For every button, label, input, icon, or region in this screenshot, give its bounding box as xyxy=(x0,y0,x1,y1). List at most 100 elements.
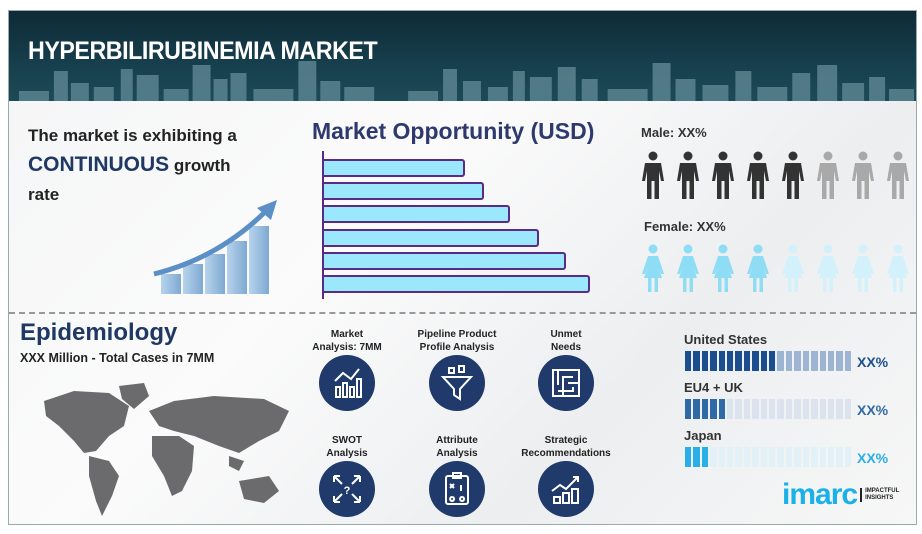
service-label: Strategic Recommendations xyxy=(506,434,626,460)
bar-segment xyxy=(794,399,801,419)
market-opportunity-title: Market Opportunity (USD) xyxy=(312,118,595,144)
opportunity-bar xyxy=(324,228,540,247)
service-label: Attribute Analysis xyxy=(397,434,517,460)
opportunity-bar xyxy=(324,251,567,270)
service-label: SWOT Analysis xyxy=(287,434,407,460)
female-person-icon xyxy=(781,244,805,292)
bar-segment xyxy=(752,351,759,371)
bar-segment xyxy=(819,447,826,467)
chart-axis xyxy=(322,151,324,299)
bar-segment xyxy=(769,399,776,419)
service-label-line1: Strategic xyxy=(544,435,588,446)
bar-segment xyxy=(743,351,751,371)
region-name: EU4 + UK xyxy=(684,380,743,395)
service-label-line1: Pipeline Product xyxy=(417,329,497,340)
female-person-icon xyxy=(711,244,735,292)
bar-segment xyxy=(844,399,852,419)
bar-segment xyxy=(819,399,826,419)
bar-segment xyxy=(693,351,700,371)
bar-segment xyxy=(811,351,818,371)
bar-segment xyxy=(710,447,717,467)
bar-segment xyxy=(710,399,717,419)
growth-highlight: CONTINUOUS xyxy=(28,153,170,176)
page-title: HYPERBILIRUBINEMIA MARKET xyxy=(28,37,378,65)
bar-segment xyxy=(727,399,734,419)
bar-segment xyxy=(844,351,852,371)
male-person-icon xyxy=(676,151,700,199)
bar-line-chart-icon xyxy=(319,355,375,411)
bar-segment xyxy=(701,447,709,467)
male-person-icon xyxy=(886,151,910,199)
bar-segment xyxy=(718,399,726,419)
service-label-line1: Unmet xyxy=(550,329,582,340)
service-label-line1: Market xyxy=(330,329,364,340)
bar-segment xyxy=(794,447,801,467)
service-label-line2: Analysis xyxy=(436,448,478,459)
bar-segment xyxy=(710,351,717,371)
svg-text:?: ? xyxy=(344,485,351,497)
bar-segment xyxy=(827,351,835,371)
service-label: Unmet Needs xyxy=(506,328,626,354)
bar-segment xyxy=(836,399,843,419)
service-label-line2: Profile Analysis xyxy=(419,342,495,353)
female-person-icon xyxy=(816,244,840,292)
infographic: HYPERBILIRUBINEMIA MARKET The market is … xyxy=(8,10,917,525)
bar-segment xyxy=(752,399,759,419)
bar-segment xyxy=(760,351,768,371)
bar-segment xyxy=(836,447,843,467)
female-person-icon xyxy=(641,244,665,292)
region-name: United States xyxy=(684,332,768,347)
service-label-line2: Needs xyxy=(550,342,581,353)
epidemiology-subtitle: XXX Million - Total Cases in 7MM xyxy=(20,351,215,365)
female-person-icon xyxy=(746,244,770,292)
growth-line-3: rate xyxy=(28,185,60,204)
opportunity-bar xyxy=(324,205,511,224)
bar-segment xyxy=(685,447,692,467)
bar-segment xyxy=(735,399,742,419)
bar-segment xyxy=(727,447,734,467)
female-person-icon xyxy=(886,244,910,292)
growth-bars-arrow-illustration xyxy=(153,200,277,294)
bar-segment xyxy=(718,447,726,467)
bar-segment xyxy=(794,351,801,371)
male-person-icon xyxy=(641,151,665,199)
bar-segment xyxy=(844,447,852,467)
bar-segment xyxy=(827,399,835,419)
region-share-bar xyxy=(685,351,852,371)
bar-segment xyxy=(827,447,835,467)
bar-segment xyxy=(735,447,742,467)
bar-segment xyxy=(693,447,700,467)
region-percentage: XX% xyxy=(857,450,889,466)
bar-segment xyxy=(701,351,709,371)
bar-segment xyxy=(693,399,700,419)
male-label: Male: XX% xyxy=(641,125,707,140)
bar-segment xyxy=(802,447,810,467)
maze-icon xyxy=(538,355,594,411)
section-divider xyxy=(9,312,916,314)
bar-segment xyxy=(727,351,734,371)
city-skyline-illustration xyxy=(18,61,915,101)
service-label-line2: Recommendations xyxy=(521,448,611,459)
bar-segment xyxy=(777,447,784,467)
logo-wordmark: imarc xyxy=(782,478,858,511)
bar-segment xyxy=(718,351,726,371)
bar-segment xyxy=(819,351,826,371)
bar-segment xyxy=(685,399,692,419)
growth-line-1: The market is exhibiting a xyxy=(28,126,237,145)
bar-segment xyxy=(760,447,768,467)
male-person-icon xyxy=(781,151,805,199)
female-label: Female: XX% xyxy=(644,219,726,234)
epidemiology-title: Epidemiology xyxy=(20,319,178,346)
logo-tagline: IMPACTFUL INSIGHTS xyxy=(860,488,902,502)
bar-segment xyxy=(811,399,818,419)
growth-statement: The market is exhibiting a CONTINUOUS gr… xyxy=(28,121,288,209)
female-person-icon xyxy=(851,244,875,292)
clipboard-strategy-icon xyxy=(429,461,485,517)
service-label-line2: Analysis xyxy=(326,448,368,459)
bar-segment xyxy=(785,399,793,419)
region-name: Japan xyxy=(684,428,722,443)
male-person-icon xyxy=(746,151,770,199)
bar-segment xyxy=(802,351,810,371)
male-person-icon xyxy=(816,151,840,199)
bar-segment xyxy=(685,351,692,371)
